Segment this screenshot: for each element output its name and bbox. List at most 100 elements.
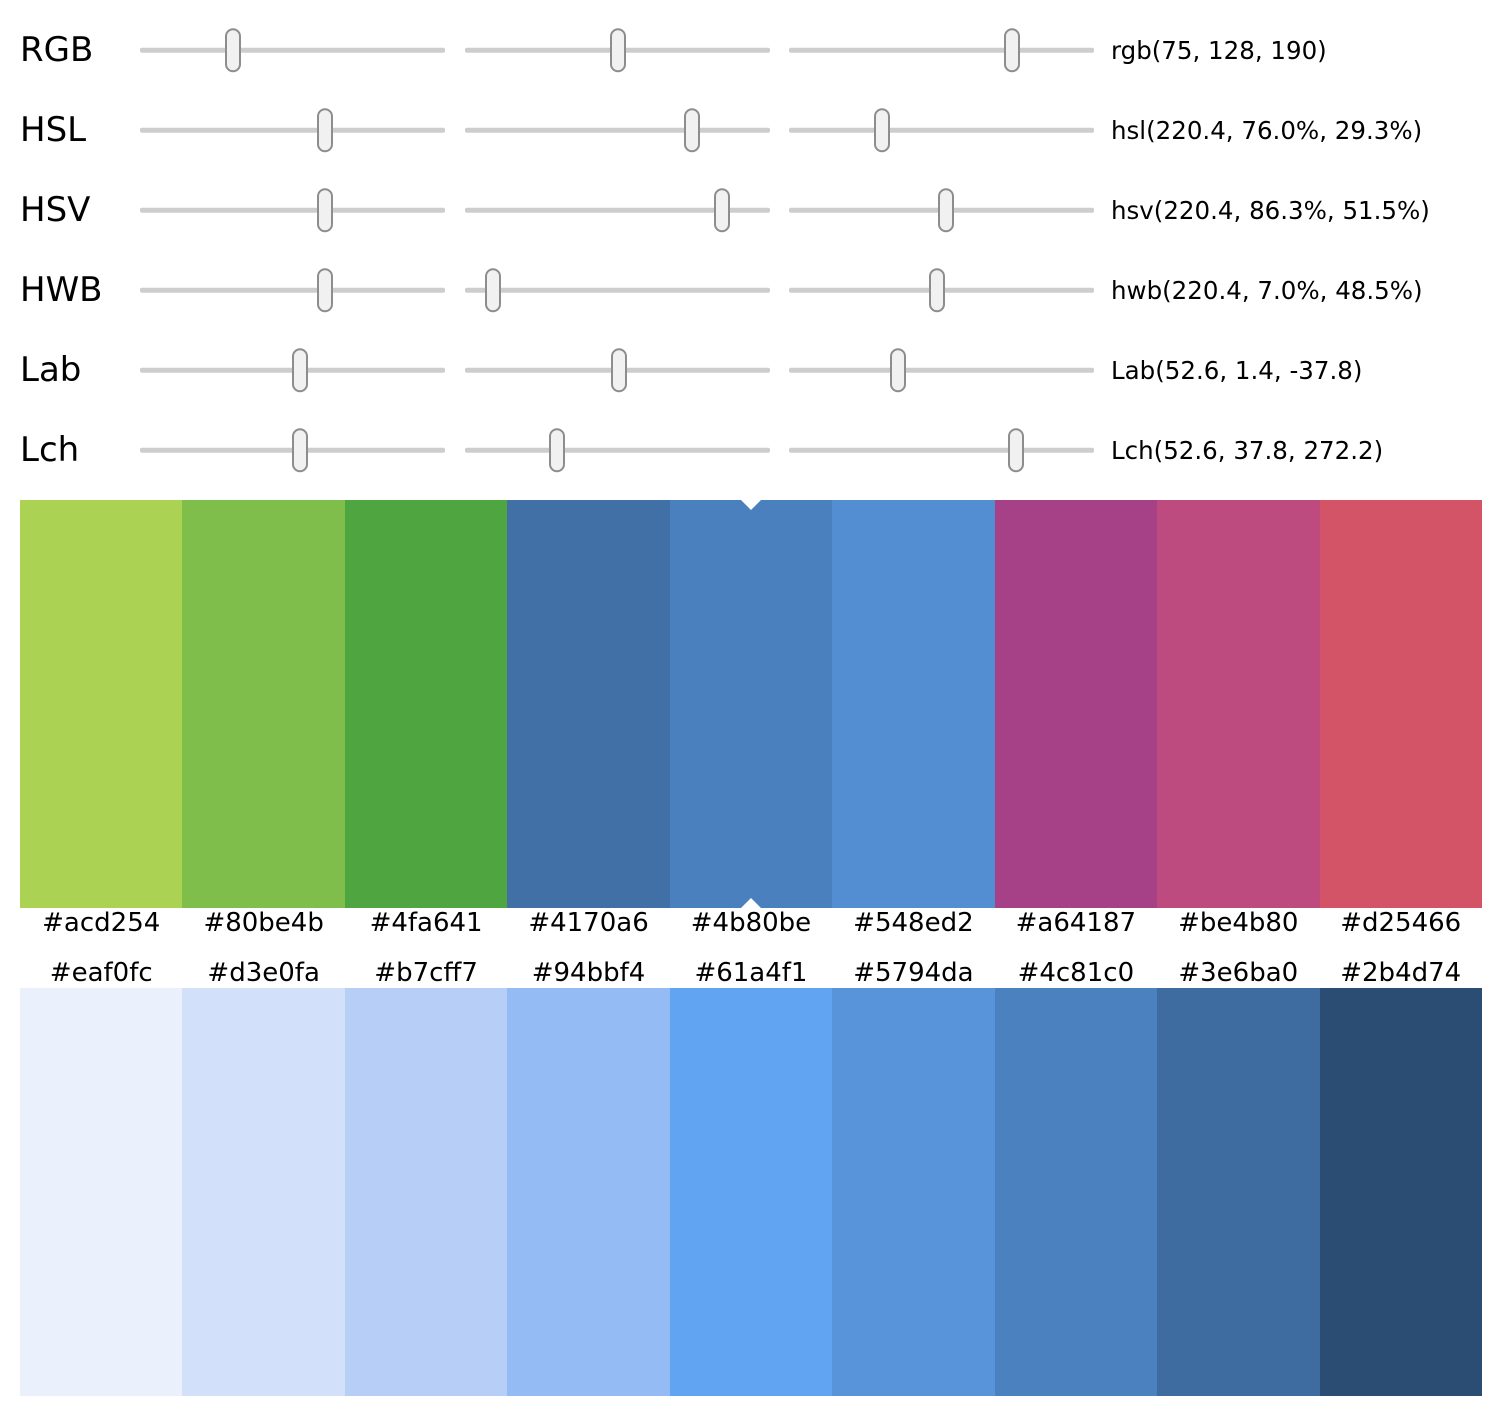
- lab-b-slider[interactable]: [789, 330, 1094, 410]
- hwb-whiteness-slider[interactable]: [464, 250, 770, 330]
- palette-swatch[interactable]: [1319, 499, 1482, 908]
- hex-label: #2b4d74: [1340, 957, 1462, 988]
- rgb-blue-slider[interactable]: [789, 10, 1094, 90]
- hex-label: #61a4f1: [694, 957, 808, 988]
- slider-track[interactable]: [140, 207, 445, 213]
- rgb-red-slider[interactable]: [140, 10, 445, 90]
- color-value-text: rgb(75, 128, 190): [1111, 35, 1327, 65]
- color-model-label: HSL: [20, 110, 87, 150]
- slider-thumb[interactable]: [1004, 28, 1021, 72]
- slider-thumb[interactable]: [548, 428, 565, 472]
- color-model-label: Lab: [20, 350, 82, 390]
- slider-track[interactable]: [789, 47, 1094, 53]
- hsl-hue-slider[interactable]: [140, 90, 445, 170]
- slider-track[interactable]: [464, 287, 770, 293]
- rgb-green-slider[interactable]: [464, 10, 770, 90]
- hex-label: #4170a6: [528, 907, 649, 938]
- palette-swatch[interactable]: [994, 499, 1158, 908]
- palette-swatch[interactable]: [182, 499, 345, 908]
- color-model-label: Lch: [20, 430, 80, 470]
- hex-label: #be4b80: [1178, 907, 1299, 938]
- slider-track[interactable]: [789, 367, 1094, 373]
- palette-swatch[interactable]: [507, 499, 670, 908]
- hsl-lightness-slider[interactable]: [789, 90, 1094, 170]
- hex-label: #d25466: [1340, 907, 1462, 938]
- color-value-text: Lab(52.6, 1.4, -37.8): [1111, 355, 1363, 385]
- lab-lightness-slider[interactable]: [140, 330, 445, 410]
- slider-track[interactable]: [140, 287, 445, 293]
- slider-thumb[interactable]: [316, 108, 333, 152]
- slider-thumb[interactable]: [713, 188, 730, 232]
- color-value-text: Lch(52.6, 37.8, 272.2): [1111, 435, 1384, 465]
- tone-swatch[interactable]: [832, 987, 995, 1396]
- slider-row: Lab Lab(52.6, 1.4, -37.8): [0, 330, 1501, 410]
- tone-scale-strip: [20, 987, 1482, 1396]
- hwb-hue-slider[interactable]: [140, 250, 445, 330]
- hex-label: #a64187: [1015, 907, 1137, 938]
- hex-label: #b7cff7: [374, 957, 478, 988]
- slider-row: RGB rgb(75, 128, 190): [0, 10, 1501, 90]
- slider-thumb[interactable]: [873, 108, 890, 152]
- hex-label: #4b80be: [690, 907, 812, 938]
- hex-label: #80be4b: [203, 907, 324, 938]
- slider-thumb[interactable]: [684, 108, 701, 152]
- palette-swatch[interactable]: [1157, 499, 1320, 908]
- hex-label: #4c81c0: [1017, 957, 1135, 988]
- hex-label: #4fa641: [369, 907, 483, 938]
- tone-swatch[interactable]: [507, 987, 670, 1396]
- color-value-text: hsl(220.4, 76.0%, 29.3%): [1111, 115, 1423, 145]
- slider-thumb[interactable]: [889, 348, 906, 392]
- slider-thumb[interactable]: [610, 348, 627, 392]
- color-model-label: HWB: [20, 270, 103, 310]
- harmony-palette-strip: [20, 499, 1482, 908]
- tone-swatch[interactable]: [1319, 987, 1482, 1396]
- palette-swatch-selected[interactable]: [669, 499, 833, 908]
- tone-swatch[interactable]: [669, 987, 833, 1396]
- slider-thumb[interactable]: [316, 188, 333, 232]
- hex-label: #d3e0fa: [207, 957, 320, 988]
- slider-track[interactable]: [140, 47, 445, 53]
- lch-hue-slider[interactable]: [789, 410, 1094, 490]
- palette-swatch[interactable]: [20, 499, 183, 908]
- lch-chroma-slider[interactable]: [464, 410, 770, 490]
- tone-scale-hex-labels: #eaf0fc #d3e0fa #b7cff7 #94bbf4 #61a4f1 …: [20, 958, 1482, 988]
- hwb-blackness-slider[interactable]: [789, 250, 1094, 330]
- slider-thumb[interactable]: [292, 428, 308, 472]
- slider-thumb[interactable]: [609, 28, 626, 72]
- lch-lightness-slider[interactable]: [140, 410, 445, 490]
- slider-panel: RGB rgb(75, 128, 190) HSL hsl(220.4,: [0, 0, 1501, 490]
- slider-thumb[interactable]: [316, 268, 333, 312]
- slider-thumb[interactable]: [225, 28, 241, 72]
- slider-track[interactable]: [140, 127, 445, 133]
- hsv-hue-slider[interactable]: [140, 170, 445, 250]
- slider-row: HSL hsl(220.4, 76.0%, 29.3%): [0, 90, 1501, 170]
- tone-swatch[interactable]: [20, 987, 183, 1396]
- tone-swatch[interactable]: [344, 987, 508, 1396]
- tone-swatch[interactable]: [182, 987, 345, 1396]
- slider-thumb[interactable]: [929, 268, 946, 312]
- slider-track[interactable]: [464, 207, 770, 213]
- slider-track[interactable]: [789, 447, 1094, 453]
- slider-track[interactable]: [789, 127, 1094, 133]
- color-model-label: HSV: [20, 190, 91, 230]
- palette-swatch[interactable]: [344, 499, 508, 908]
- hsv-value-slider[interactable]: [789, 170, 1094, 250]
- tone-swatch[interactable]: [994, 987, 1158, 1396]
- slider-row: HSV hsv(220.4, 86.3%, 51.5%): [0, 170, 1501, 250]
- lab-a-slider[interactable]: [464, 330, 770, 410]
- palette-swatch[interactable]: [832, 499, 995, 908]
- slider-thumb[interactable]: [292, 348, 308, 392]
- slider-track[interactable]: [464, 447, 770, 453]
- harmony-hex-labels: #acd254 #80be4b #4fa641 #4170a6 #4b80be …: [20, 908, 1482, 938]
- hsl-saturation-slider[interactable]: [464, 90, 770, 170]
- color-value-text: hwb(220.4, 7.0%, 48.5%): [1111, 275, 1423, 305]
- slider-thumb[interactable]: [937, 188, 954, 232]
- tone-swatch[interactable]: [1157, 987, 1320, 1396]
- slider-thumb[interactable]: [484, 268, 501, 312]
- hex-label: #3e6ba0: [1178, 957, 1299, 988]
- hex-label: #eaf0fc: [49, 957, 153, 988]
- slider-thumb[interactable]: [1007, 428, 1024, 472]
- slider-track[interactable]: [464, 127, 770, 133]
- hex-label: #548ed2: [853, 907, 974, 938]
- hsv-saturation-slider[interactable]: [464, 170, 770, 250]
